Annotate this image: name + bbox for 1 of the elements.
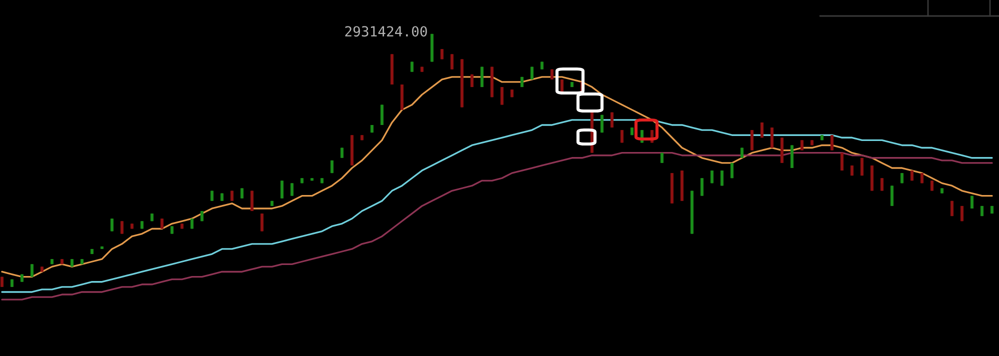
annotation: 2931424.00 bbox=[345, 26, 427, 37]
